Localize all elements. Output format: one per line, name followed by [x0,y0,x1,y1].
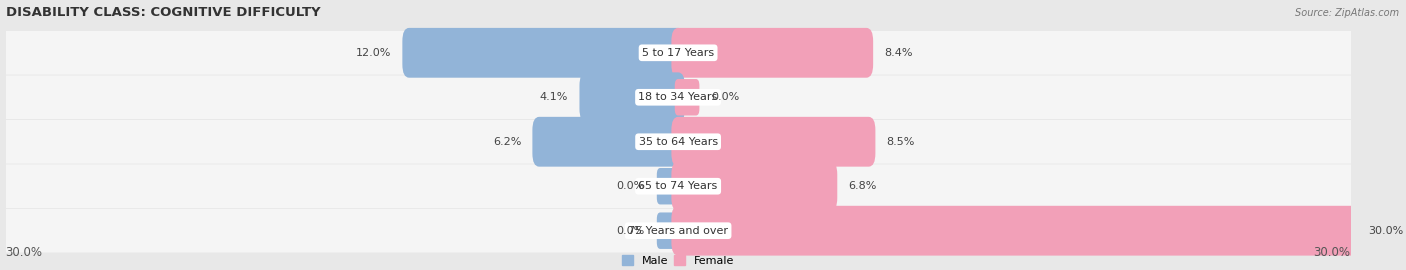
FancyBboxPatch shape [579,72,685,122]
Text: 0.0%: 0.0% [616,181,644,191]
FancyBboxPatch shape [533,117,685,167]
Text: 30.0%: 30.0% [1368,226,1403,236]
FancyBboxPatch shape [657,168,682,204]
FancyBboxPatch shape [672,206,1357,256]
Text: 12.0%: 12.0% [356,48,391,58]
FancyBboxPatch shape [0,120,1396,164]
Text: DISABILITY CLASS: COGNITIVE DIFFICULTY: DISABILITY CLASS: COGNITIVE DIFFICULTY [6,6,321,19]
FancyBboxPatch shape [672,117,876,167]
Text: 18 to 34 Years: 18 to 34 Years [638,92,717,102]
FancyBboxPatch shape [0,209,1396,252]
Text: 6.2%: 6.2% [494,137,522,147]
Text: 30.0%: 30.0% [6,246,42,259]
FancyBboxPatch shape [402,28,685,78]
Text: 35 to 64 Years: 35 to 64 Years [638,137,717,147]
Text: 4.1%: 4.1% [540,92,568,102]
Text: 5 to 17 Years: 5 to 17 Years [643,48,714,58]
FancyBboxPatch shape [657,212,682,249]
Legend: Male, Female: Male, Female [621,255,734,266]
Text: Source: ZipAtlas.com: Source: ZipAtlas.com [1295,8,1399,18]
Text: 65 to 74 Years: 65 to 74 Years [638,181,717,191]
FancyBboxPatch shape [0,164,1396,208]
FancyBboxPatch shape [675,79,699,116]
Text: 0.0%: 0.0% [711,92,740,102]
FancyBboxPatch shape [0,31,1396,75]
Text: 75 Years and over: 75 Years and over [628,226,728,236]
FancyBboxPatch shape [0,76,1396,119]
FancyBboxPatch shape [672,28,873,78]
FancyBboxPatch shape [672,161,838,211]
Text: 0.0%: 0.0% [616,226,644,236]
Text: 30.0%: 30.0% [1313,246,1351,259]
Text: 6.8%: 6.8% [848,181,877,191]
Text: 8.5%: 8.5% [887,137,915,147]
Text: 8.4%: 8.4% [884,48,912,58]
